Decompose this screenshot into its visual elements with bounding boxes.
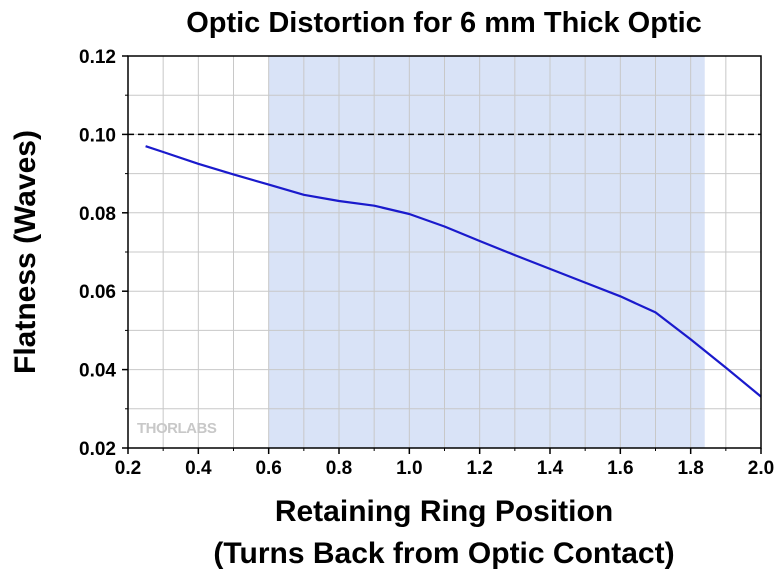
y-tick-label: 0.12: [79, 47, 116, 68]
x-tick-label: 1.6: [607, 458, 633, 479]
grid-layer: [128, 56, 761, 448]
x-tick-label: 2.0: [748, 458, 774, 479]
x-tick-label: 0.4: [185, 458, 212, 479]
y-tick-label: 0.06: [79, 282, 116, 303]
y-tick-label: 0.10: [79, 125, 116, 146]
x-axis-label-line2: (Turns Back from Optic Contact): [213, 537, 674, 570]
y-tick-label: 0.04: [79, 361, 116, 382]
y-tick-label: 0.08: [79, 204, 116, 225]
x-tick-label: 1.2: [466, 458, 492, 479]
series-line: [145, 145, 762, 398]
x-tick-label: 0.6: [255, 458, 281, 479]
x-tick-label: 0.8: [326, 458, 352, 479]
watermark-logo: THORLABS: [137, 420, 217, 437]
tick-layer: 0.2 0.4 0.6 0.8 1.0 1.2 1.4 1.6 1.8 2.0 0.02 0.04 0.…: [79, 47, 774, 479]
x-axis-label-line1: Retaining Ring Position: [275, 495, 613, 528]
x-tick-label: 1.4: [537, 458, 564, 479]
x-tick-label: 1.0: [396, 458, 422, 479]
y-tick-label: 0.02: [79, 439, 116, 460]
x-tick-label: 1.8: [677, 458, 703, 479]
chart-title: Optic Distortion for 6 mm Thick Optic: [186, 7, 702, 39]
series-layer: [145, 145, 762, 398]
x-tick-label: 0.2: [115, 458, 141, 479]
y-axis-label: Flatness (Waves): [9, 130, 42, 374]
